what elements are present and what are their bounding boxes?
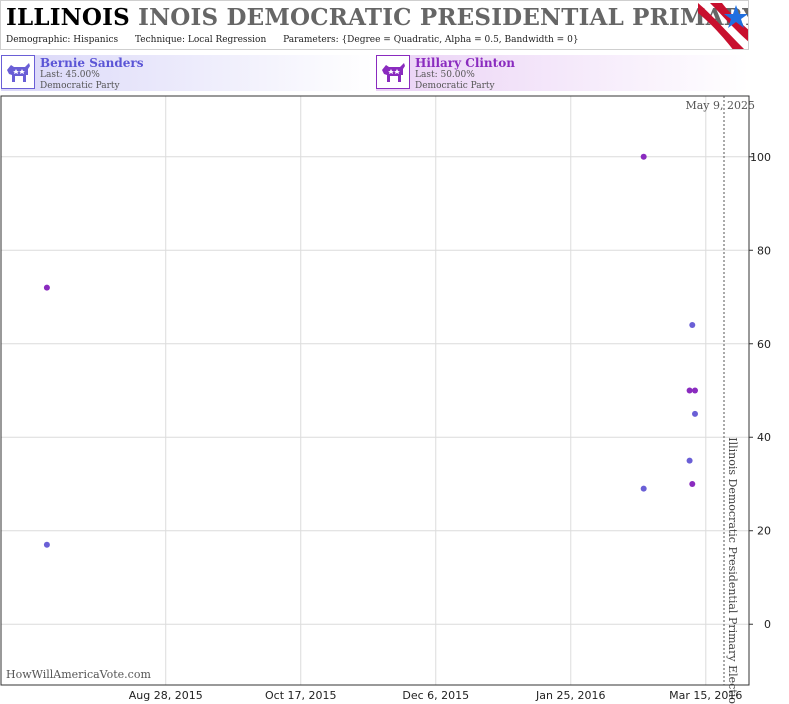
data-point — [689, 322, 696, 329]
data-point — [640, 485, 647, 492]
data-point — [43, 541, 50, 548]
candidate-card-sanders: Bernie Sanders Last: 45.00% Democratic P… — [1, 55, 374, 91]
candidate-party: Democratic Party — [40, 81, 120, 91]
candidate-meta: Last: 50.00% Democratic Party — [415, 70, 495, 92]
x-tick-label: Aug 28, 2015 — [129, 689, 203, 702]
chart-parameters: Demographic: Hispanics Technique: Local … — [6, 35, 593, 45]
technique-label: Technique: Local Regression — [134, 35, 267, 45]
point-layer — [43, 153, 698, 548]
candidate-last-value: Last: 45.00% — [40, 70, 100, 80]
star-logo-icon — [698, 3, 748, 49]
title-state: ILLINOIS — [6, 4, 130, 31]
date-marker-label: May 9, 2025 — [685, 99, 755, 112]
x-tick-label: Mar 15, 2016 — [669, 689, 742, 702]
parameters-label: Parameters: {Degree = Quadratic, Alpha =… — [283, 35, 579, 45]
chart-title: ILLINOIS INOIS DEMOCRATIC PRESIDENTIAL P… — [6, 3, 749, 33]
candidate-party: Democratic Party — [415, 81, 495, 91]
y-tick-label: 0 — [764, 618, 771, 631]
y-tick-label: 60 — [757, 338, 771, 351]
data-point — [691, 410, 698, 417]
x-tick-label: Jan 25, 2016 — [535, 689, 605, 702]
data-point — [43, 284, 50, 291]
x-tick-label: Dec 6, 2015 — [402, 689, 469, 702]
data-point — [691, 387, 698, 394]
watermark: HowWillAmericaVote.com — [6, 668, 151, 681]
candidate-name: Bernie Sanders — [40, 56, 144, 70]
tick-layer: Aug 28, 2015 Oct 17, 2015 Dec 6, 2015 Jan 2… — [129, 151, 771, 702]
title-rest: INOIS DEMOCRATIC PRESIDENTIAL PRIMARY 20… — [138, 4, 749, 31]
x-tick-label: Oct 17, 2015 — [265, 689, 337, 702]
chart-header: ILLINOIS INOIS DEMOCRATIC PRESIDENTIAL P… — [0, 0, 749, 50]
data-point — [689, 480, 696, 487]
y-tick-label: 40 — [757, 431, 771, 444]
candidate-meta: Last: 45.00% Democratic Party — [40, 70, 120, 92]
candidate-card-clinton: Hillary Clinton Last: 50.00% Democratic … — [376, 55, 749, 91]
candidate-name: Hillary Clinton — [415, 56, 515, 70]
data-point — [686, 457, 693, 464]
candidate-last-value: Last: 50.00% — [415, 70, 475, 80]
demographic-label: Demographic: Hispanics — [6, 35, 119, 45]
data-point — [686, 387, 693, 394]
plot-frame — [0, 95, 750, 686]
data-point — [640, 153, 647, 160]
election-event-label: Illinois Democratic Presidential Primary… — [726, 437, 739, 704]
y-tick-label: 80 — [757, 244, 771, 257]
donkey-icon — [1, 55, 35, 89]
grid-layer — [1, 96, 749, 685]
donkey-icon — [376, 55, 410, 89]
event-layer: Illinois Democratic Presidential Primary… — [685, 96, 755, 704]
y-tick-label: 20 — [757, 525, 771, 538]
y-tick-label: 100 — [750, 151, 771, 164]
